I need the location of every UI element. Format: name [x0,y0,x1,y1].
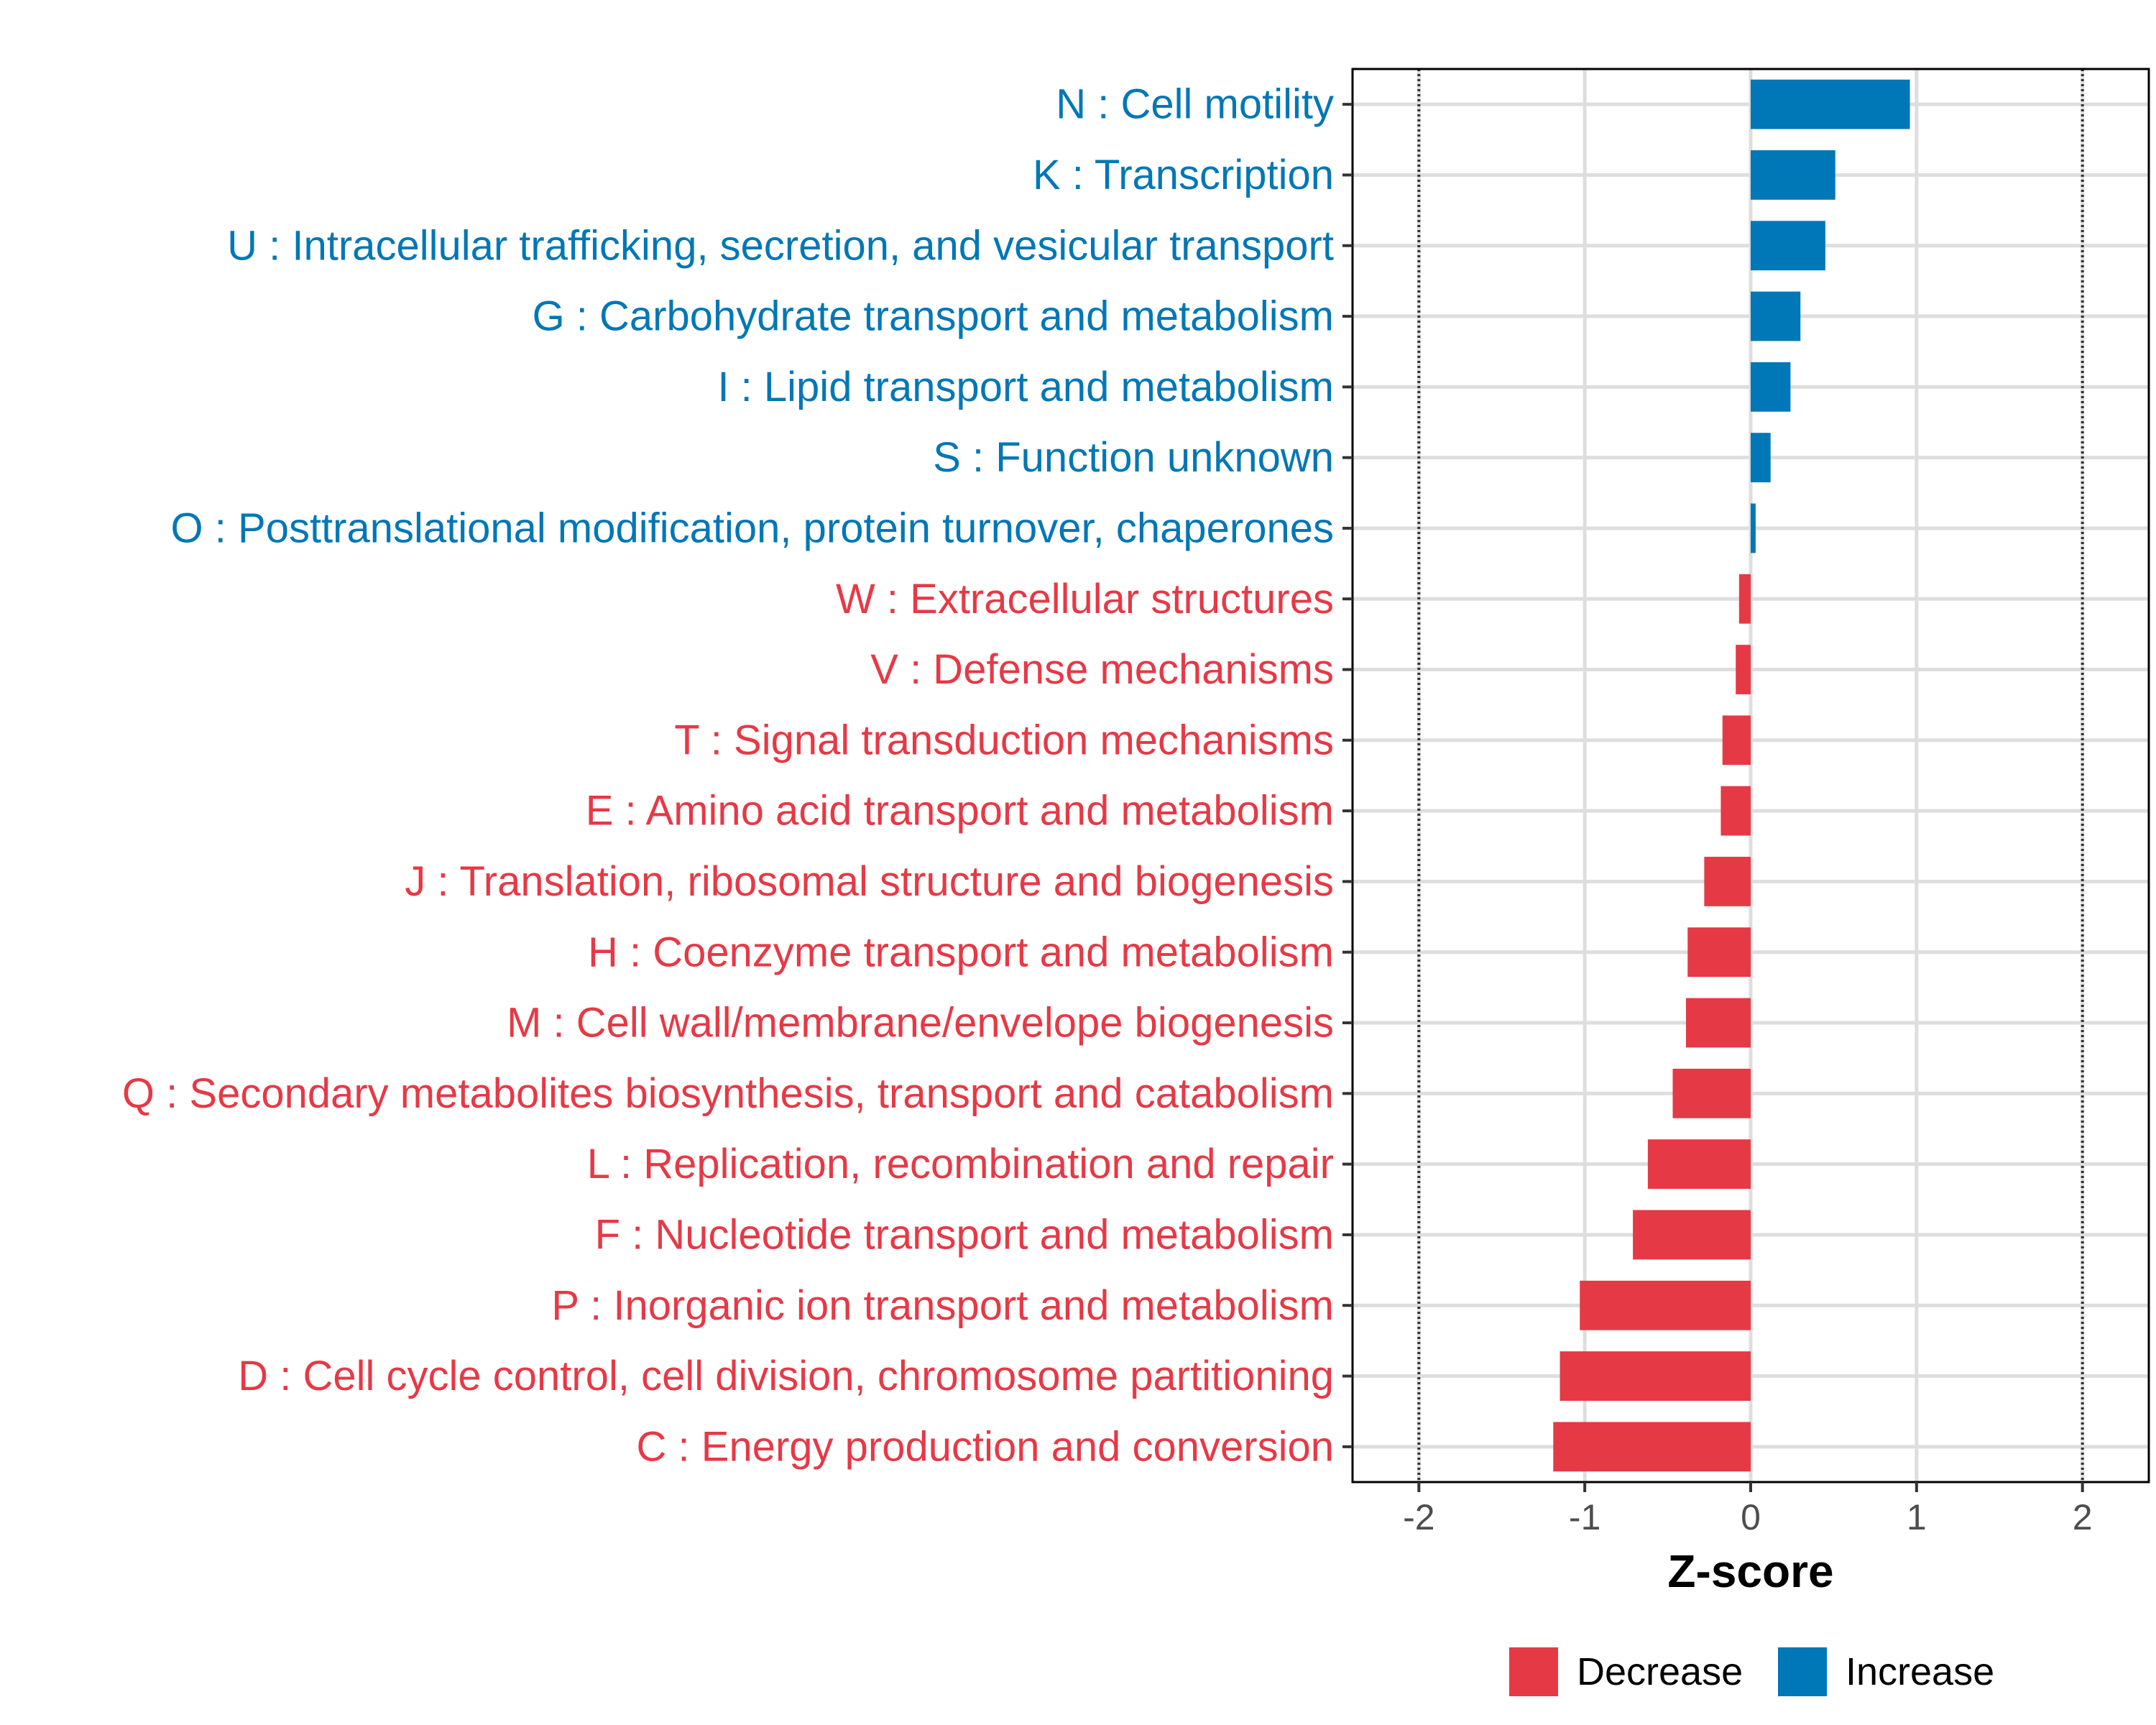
category-label: F : Nucleotide transport and metabolism [595,1211,1334,1258]
bar [1751,221,1825,271]
category-label: S : Function unknown [933,434,1334,481]
category-label: U : Intracellular trafficking, secretion… [227,222,1334,269]
bar [1738,574,1751,624]
x-tick-label: -2 [1403,1497,1434,1537]
category-labels: N : Cell motility K : Transcription U : In… [122,81,1334,1471]
bar [1553,1422,1751,1472]
bar [1751,291,1801,341]
category-label: W : Extracellular structures [836,576,1334,622]
category-label: H : Coenzyme transport and metabolism [588,929,1334,975]
bar [1685,998,1751,1048]
grid-lines [1353,69,2149,1482]
bar [1633,1210,1751,1260]
category-label: L : Replication, recombination and repai… [587,1141,1334,1187]
bar [1672,1068,1751,1118]
legend-swatch-increase [1778,1647,1827,1696]
y-axis-ticks [1342,103,1353,1448]
category-label: V : Defense mechanisms [870,646,1334,693]
x-axis-title: Z-score [1667,1545,1833,1597]
bar [1722,715,1751,765]
category-label: M : Cell wall/membrane/envelope biogenes… [507,1000,1334,1046]
bar [1647,1139,1751,1190]
bar [1736,645,1751,694]
bar [1751,150,1835,200]
legend: Decrease Increase [1509,1647,1994,1696]
bar [1751,79,1910,129]
x-tick-label: 2 [2073,1497,2093,1537]
category-label: Q : Secondary metabolites biosynthesis, … [122,1070,1334,1117]
category-label: C : Energy production and conversion [637,1423,1334,1470]
bar [1720,786,1751,836]
bar [1751,503,1756,553]
x-axis-ticks: -2 -1 0 1 2 [1403,1482,2093,1537]
bars [1553,79,1910,1472]
category-label: E : Amino acid transport and metabolism [586,788,1334,834]
category-label: P : Inorganic ion transport and metaboli… [551,1282,1334,1329]
x-tick-label: 1 [1907,1497,1927,1537]
x-tick-label: 0 [1741,1497,1761,1537]
bar [1687,927,1751,978]
category-label: G : Carbohydrate transport and metabolis… [533,293,1334,340]
bar [1751,362,1791,412]
legend-swatch-decrease [1509,1647,1558,1696]
legend-label-increase: Increase [1846,1650,1994,1693]
bar [1751,433,1771,483]
category-label: D : Cell cycle control, cell division, c… [238,1353,1334,1399]
category-label: T : Signal transduction mechanisms [674,717,1334,763]
category-label: J : Translation, ribosomal structure and… [405,858,1334,905]
category-label: I : Lipid transport and metabolism [717,364,1334,410]
bar [1560,1351,1751,1401]
category-label: K : Transcription [1033,152,1334,198]
category-label: O : Posttranslational modification, prot… [171,505,1334,551]
legend-label-decrease: Decrease [1577,1650,1743,1693]
category-label: N : Cell motility [1056,81,1334,128]
x-tick-label: -1 [1569,1497,1600,1537]
bar [1580,1280,1751,1330]
bar [1704,857,1751,906]
